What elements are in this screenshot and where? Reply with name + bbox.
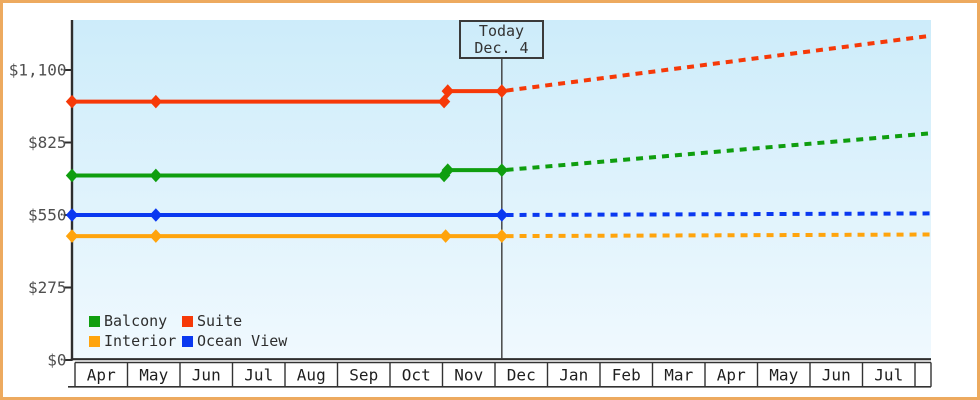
x-axis-month-label: Jun xyxy=(822,366,851,385)
series-marker-suite xyxy=(495,84,509,98)
legend-swatch-suite xyxy=(182,315,193,327)
x-axis-month-label: Jul xyxy=(244,366,273,385)
x-axis-month-label: Apr xyxy=(87,366,116,385)
series-marker-balcony xyxy=(441,163,454,177)
y-axis-tick-label: $825 xyxy=(28,133,67,152)
legend-swatch-ocean-view xyxy=(182,335,193,347)
series-forecast-ocean-view xyxy=(506,211,931,217)
y-axis-tick-label: $0 xyxy=(47,351,66,370)
series-marker-interior xyxy=(439,229,452,243)
x-axis-month-label: Jul xyxy=(874,366,903,385)
series-marker-balcony xyxy=(65,168,79,183)
x-axis-month-label: Oct xyxy=(402,366,431,385)
x-axis-month-label: Apr xyxy=(717,366,746,385)
x-axis-month-label: Jun xyxy=(192,366,221,385)
x-axis-month-label: Sep xyxy=(349,366,378,385)
legend-label: Ocean View xyxy=(197,332,288,350)
legend-swatch-interior xyxy=(89,335,100,347)
today-label: Today xyxy=(478,22,525,40)
y-axis-tick-label: $550 xyxy=(28,206,67,225)
legend-item-suite[interactable]: Suite xyxy=(182,311,287,331)
series-forecast-suite xyxy=(506,33,932,93)
series-marker-balcony xyxy=(149,168,163,183)
x-axis-month-label: Nov xyxy=(454,366,483,385)
x-axis-month-label: Dec xyxy=(507,366,536,385)
legend-label: Suite xyxy=(197,312,243,330)
x-axis-month-label: Aug xyxy=(297,366,326,385)
legend-swatch-balcony xyxy=(89,315,100,327)
x-axis-month-label: May xyxy=(769,366,798,385)
legend-label: Balcony xyxy=(104,312,168,330)
today-date: Dec. 4 xyxy=(474,39,529,57)
legend-item-balcony[interactable]: Balcony xyxy=(89,311,182,331)
legend: Balcony Suite Interior Ocean View xyxy=(89,311,287,351)
series-forecast-balcony xyxy=(506,131,931,172)
series-marker-interior xyxy=(65,229,79,243)
y-axis-tick-label: $275 xyxy=(28,278,67,297)
legend-item-ocean-view[interactable]: Ocean View xyxy=(182,331,287,351)
x-axis-month-label: Jan xyxy=(559,366,588,385)
series-marker-suite xyxy=(149,94,163,109)
series-marker-balcony xyxy=(495,163,509,177)
legend-label: Interior xyxy=(104,332,177,350)
x-axis-month-label: Mar xyxy=(664,366,693,385)
series-marker-suite xyxy=(437,94,451,109)
x-axis-month-label: Feb xyxy=(612,366,641,385)
series-marker-ocean-view xyxy=(65,208,79,222)
series-marker-interior xyxy=(149,229,163,243)
series-forecast-interior xyxy=(506,232,931,239)
x-axis-month-label: May xyxy=(139,366,168,385)
y-axis-tick-label: $1,100 xyxy=(9,61,67,80)
series-marker-ocean-view xyxy=(149,208,163,222)
today-annotation: Today Dec. 4 xyxy=(459,20,544,59)
series-marker-interior xyxy=(495,229,509,243)
legend-item-interior[interactable]: Interior xyxy=(89,331,182,351)
series-marker-suite xyxy=(65,94,79,109)
series-marker-ocean-view xyxy=(495,208,509,222)
series-marker-suite xyxy=(441,84,454,98)
